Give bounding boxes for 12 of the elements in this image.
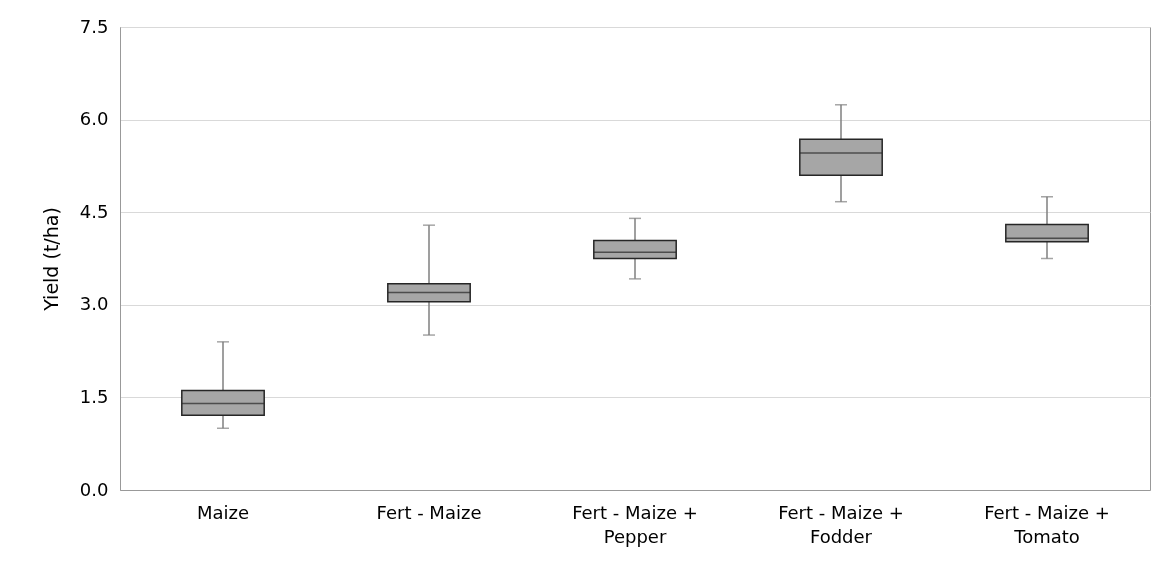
x-tick-label: Fert - Maize + Pepper bbox=[572, 501, 698, 547]
y-tick-label: 6.0 bbox=[79, 108, 109, 130]
y-tick-label: 7.5 bbox=[79, 15, 109, 37]
y-tick-label: 1.5 bbox=[79, 385, 109, 407]
x-tick-label: Fert - Maize + Tomato bbox=[984, 501, 1110, 547]
x-tick-label: Fert - Maize bbox=[376, 501, 482, 523]
y-axis-title: Yield (t/ha) bbox=[39, 207, 62, 312]
y-tick-label: 4.5 bbox=[79, 200, 109, 222]
y-tick-label: 3.0 bbox=[79, 293, 109, 315]
x-tick-label: Fert - Maize + Fodder bbox=[778, 501, 904, 547]
x-tick-label: Maize bbox=[196, 501, 250, 523]
y-tick-label: 0.0 bbox=[79, 478, 109, 500]
